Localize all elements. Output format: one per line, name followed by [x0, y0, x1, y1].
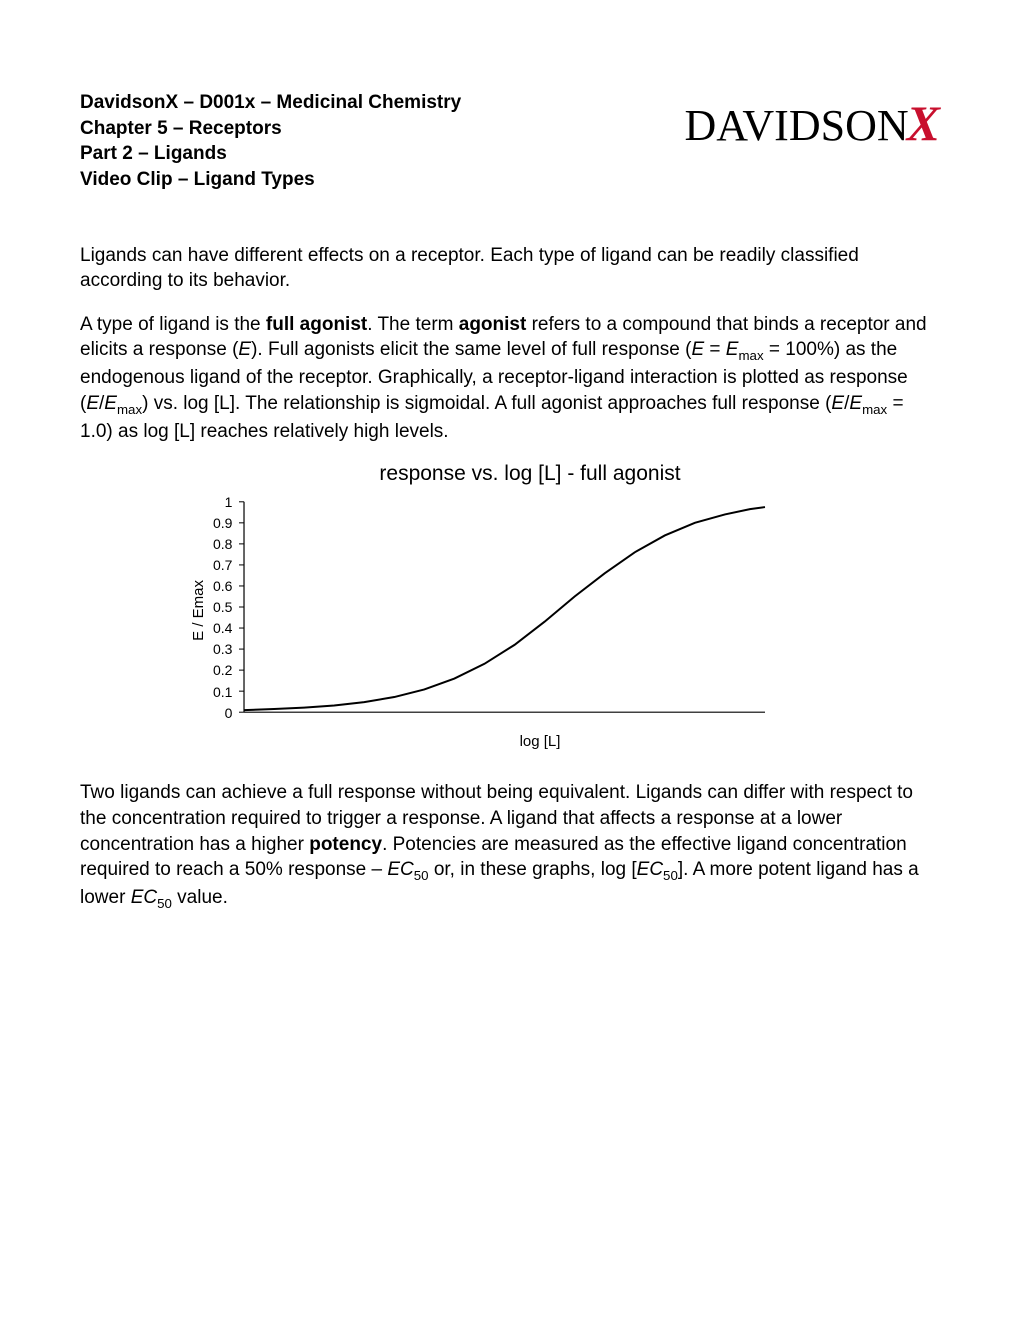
chart-yticks: 1 0.9 0.8 0.7 0.6 0.5 0.4 0.3 0.2 0.1 0	[213, 495, 238, 720]
chart-svg	[238, 498, 768, 718]
p2-sub1: max	[738, 348, 763, 363]
p3-sub1: 50	[414, 868, 429, 883]
header-line-3: Part 2 – Ligands	[80, 141, 461, 167]
p3-t5: value.	[172, 887, 228, 908]
chart-title: response vs. log [L] - full agonist	[230, 462, 830, 486]
davidsonx-logo: DAVIDSONX	[685, 94, 940, 152]
p2-i1: E	[238, 339, 251, 360]
p3-sub3: 50	[157, 896, 172, 911]
header-row: DavidsonX – D001x – Medicinal Chemistry …	[80, 90, 940, 193]
ytick-label: 0.9	[213, 516, 232, 530]
header-line-2: Chapter 5 – Receptors	[80, 116, 461, 142]
course-header: DavidsonX – D001x – Medicinal Chemistry …	[80, 90, 461, 193]
paragraph-1: Ligands can have different effects on a …	[80, 243, 940, 294]
chart-xlabel: log [L]	[250, 733, 830, 750]
ytick-label: 0.4	[213, 621, 232, 635]
header-line-4: Video Clip – Ligand Types	[80, 167, 461, 193]
ytick-label: 0.2	[213, 663, 232, 677]
p2-t8: ) vs. log [L]. The relationship is sigmo…	[142, 393, 831, 414]
paragraph-3: Two ligands can achieve a full response …	[80, 780, 940, 912]
p2-sub2: max	[117, 402, 142, 417]
p2-i7: E	[849, 393, 862, 414]
p2-t4: ). Full agonists elicit the same level o…	[251, 339, 691, 360]
logo-x-icon: X	[907, 95, 940, 151]
ytick-label: 1	[213, 495, 232, 509]
p2-i4: E	[86, 393, 99, 414]
ytick-label: 0.7	[213, 558, 232, 572]
p2-t5: =	[704, 339, 726, 360]
ytick-label: 0.1	[213, 685, 232, 699]
ytick-label: 0	[213, 706, 232, 720]
ytick-label: 0.5	[213, 600, 232, 614]
sigmoid-chart: response vs. log [L] - full agonist E / …	[190, 462, 830, 750]
p3-b1: potency	[309, 834, 382, 855]
header-line-1: DavidsonX – D001x – Medicinal Chemistry	[80, 90, 461, 116]
p2-i6: E	[831, 393, 844, 414]
chart-ylabel: E / Emax	[190, 580, 207, 641]
p3-i1: EC	[387, 859, 413, 880]
p2-sub3: max	[862, 402, 887, 417]
p3-t3: or, in these graphs, log [	[429, 859, 637, 880]
ytick-label: 0.3	[213, 642, 232, 656]
p2-b1: full agonist	[266, 314, 367, 335]
p3-i3: EC	[131, 887, 157, 908]
paragraph-2: A type of ligand is the full agonist. Th…	[80, 312, 940, 444]
p2-b2: agonist	[459, 314, 527, 335]
p2-i2: E	[691, 339, 704, 360]
p2-i5: E	[104, 393, 117, 414]
p2-t1: A type of ligand is the	[80, 314, 266, 335]
p3-sub2: 50	[663, 868, 678, 883]
ytick-label: 0.6	[213, 579, 232, 593]
ytick-label: 0.8	[213, 537, 232, 551]
p2-t2: . The term	[367, 314, 459, 335]
p3-i2: EC	[637, 859, 663, 880]
chart-plot-area	[238, 498, 768, 723]
chart-body: E / Emax 1 0.9 0.8 0.7 0.6 0.5 0.4 0.3 0.2 0.1 0	[190, 498, 830, 723]
logo-text: DAVIDSON	[685, 101, 909, 150]
p2-i3: E	[726, 339, 739, 360]
